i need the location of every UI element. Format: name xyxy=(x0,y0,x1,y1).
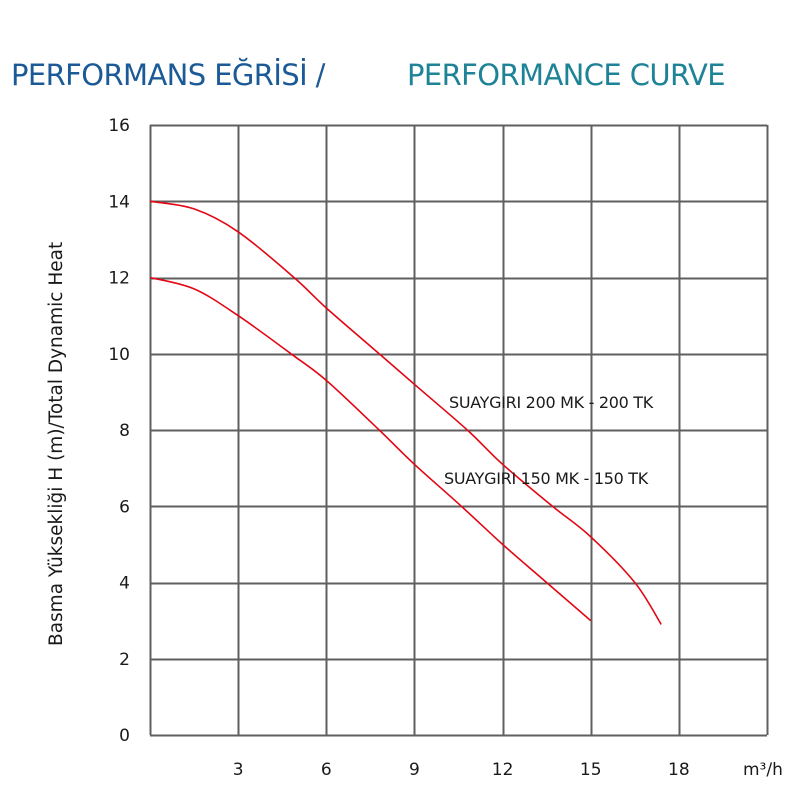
series-label-150: SUAYGIRI 150 MK - 150 TK xyxy=(444,469,649,488)
x-tick-label: 9 xyxy=(409,760,420,780)
x-tick-labels: 3 6 9 12 15 18 xyxy=(233,760,690,780)
curve-series-200 xyxy=(149,200,662,625)
x-tick-label: 3 xyxy=(233,760,244,780)
y-tick-label: 14 xyxy=(108,192,130,212)
x-tick-label: 6 xyxy=(321,760,332,780)
y-tick-label: 8 xyxy=(119,421,130,441)
grid xyxy=(149,124,769,737)
curves xyxy=(149,200,662,625)
x-tick-label: 15 xyxy=(580,760,602,780)
x-tick-label: 12 xyxy=(492,760,514,780)
y-tick-labels: 0 2 4 6 8 10 12 14 16 xyxy=(108,116,130,746)
y-tick-label: 10 xyxy=(108,345,130,365)
curve-series-150 xyxy=(149,276,592,622)
y-tick-label: 12 xyxy=(108,269,130,289)
title-english: PERFORMANCE CURVE xyxy=(407,58,726,92)
x-tick-label: 18 xyxy=(668,760,690,780)
y-tick-label: 0 xyxy=(119,726,130,746)
y-tick-label: 2 xyxy=(119,650,130,670)
x-axis-label: m³/h xyxy=(743,760,783,780)
series-label-200: SUAYGIRI 200 MK - 200 TK xyxy=(449,393,654,412)
y-axis-label: Basma Yüksekliği H (m)/Total Dynamic Hea… xyxy=(46,242,67,646)
y-tick-label: 6 xyxy=(119,497,130,517)
title-turkish: PERFORMANS EĞRİSİ / xyxy=(11,58,325,92)
y-tick-label: 16 xyxy=(108,116,130,136)
y-tick-label: 4 xyxy=(119,574,130,594)
